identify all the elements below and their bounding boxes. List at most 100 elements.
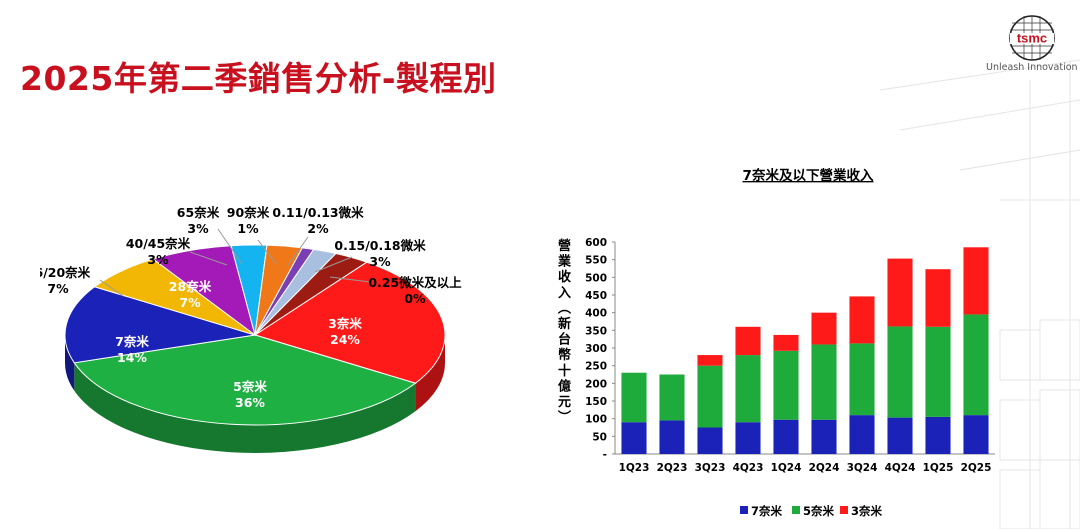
bar-4Q24-5奈米 [887,326,913,418]
bar-1Q24-3奈米 [773,334,799,351]
y-tick-label-3: 150 [585,396,607,408]
y-tick-label-1: 50 [592,431,607,443]
pie-top [64,244,446,426]
pie-label-9: 0.15/0.18微米 [334,238,426,253]
bar-chart-ylabel: 營業收入︵新台幣十億元︶ [557,238,572,426]
pie-pct-4: 7% [179,295,201,310]
legend-swatch-0 [740,506,748,514]
y-tick-label-2: 100 [585,414,607,426]
pie-label-2: 7奈米 [115,334,149,349]
pie-label-4: 28奈米 [169,279,212,294]
legend-swatch-1 [792,506,800,514]
pie-leader-line-10 [329,276,371,283]
bar-2Q23-7奈米 [659,420,685,454]
pie-labels: 3奈米24%5奈米36%7奈米14%16/20奈米7%28奈米7%40/45奈米… [40,205,462,410]
pie-slice-0 [253,261,446,384]
y-tick-label-0: - [603,449,607,461]
bar-2Q25-5奈米 [963,314,989,416]
bar-1Q24-5奈米 [773,350,799,420]
process-revenue-pie-chart: 3奈米24%5奈米36%7奈米14%16/20奈米7%28奈米7%40/45奈米… [40,205,462,454]
tsmc-logo-icon: tsmc [1009,15,1055,61]
bar-2Q24-7奈米 [811,419,837,454]
pie-pct-10: 0% [404,291,426,306]
x-tick-label-4: 1Q24 [771,462,802,474]
brand-tagline: Unleash Innovation [986,62,1078,73]
pie-pct-8: 2% [307,221,329,236]
pie-pct-9: 3% [369,254,391,269]
bar-2Q25-3奈米 [963,247,989,315]
bar-1Q25-5奈米 [925,326,951,417]
pie-pct-7: 1% [237,221,259,236]
pie-side-2 [65,335,75,391]
x-tick-label-0: 1Q23 [619,462,650,474]
pie-leader-line-5 [189,251,228,266]
bar-4Q23-5奈米 [735,355,761,423]
bar-1Q23-7奈米 [621,422,647,454]
legend-label-1: 5奈米 [803,504,835,518]
pie-pct-3: 7% [47,281,69,296]
legend-label-2: 3奈米 [851,504,883,518]
pie-pct-0: 24% [330,332,360,347]
pie-pct-5: 3% [147,252,169,267]
legend-label-0: 7奈米 [751,504,783,518]
bar-1Q23-5奈米 [621,372,647,423]
x-tick-label-3: 4Q23 [733,462,764,474]
bar-1Q25-7奈米 [925,416,951,454]
y-tick-label-6: 300 [585,343,607,355]
y-tick-label-11: 550 [585,255,607,267]
x-tick-label-8: 1Q25 [923,462,954,474]
x-tick-label-2: 3Q23 [695,462,726,474]
bar-3Q23-7奈米 [697,427,723,454]
x-tick-label-1: 2Q23 [657,462,688,474]
x-tick-label-6: 3Q24 [847,462,878,474]
pie-slice-2 [64,286,256,364]
bar-3Q24-7奈米 [849,415,875,454]
pie-pct-1: 36% [235,395,265,410]
bar-2Q25-7奈米 [963,415,989,454]
y-tick-label-7: 350 [585,325,607,337]
pie-label-8: 0.11/0.13微米 [272,205,364,220]
pie-side-walls [65,335,445,454]
pie-label-1: 5奈米 [233,379,267,394]
bar-2Q24-3奈米 [811,312,837,345]
legend-swatch-2 [840,506,848,514]
bar-3Q24-5奈米 [849,343,875,416]
y-tick-label-9: 450 [585,290,607,302]
bar-1Q25-3奈米 [925,269,951,327]
pie-label-3: 16/20奈米 [40,265,91,280]
bar-3Q24-3奈米 [849,296,875,344]
pie-label-6: 65奈米 [177,205,220,220]
pie-slice-1 [73,334,417,426]
bar-3Q23-5奈米 [697,365,723,428]
x-tick-label-9: 2Q25 [961,462,992,474]
pie-side-0 [415,335,445,412]
y-tick-label-4: 200 [585,378,607,390]
pie-leader-line-9 [314,256,353,273]
bar-chart-legend: 7奈米 5奈米 3奈米 [740,504,883,518]
y-tick-label-10: 500 [585,272,607,284]
y-tick-label-5: 250 [585,361,607,373]
pie-leader-line-3 [99,279,124,297]
pie-label-7: 90奈米 [227,205,270,220]
bar-3Q23-3奈米 [697,355,723,366]
x-tick-label-5: 2Q24 [809,462,840,474]
bar-4Q24-7奈米 [887,417,913,454]
pie-pct-6: 3% [187,221,209,236]
bar-4Q24-3奈米 [887,258,913,327]
page-title: 2025年第二季銷售分析-製程別 [20,59,497,98]
pie-leader-line-8 [287,236,309,266]
pie-side-1 [74,362,416,454]
bar-1Q24-7奈米 [773,419,799,454]
x-tick-label-7: 4Q24 [885,462,916,474]
y-tick-label-12: 600 [585,237,607,249]
logo-text: tsmc [1017,31,1047,46]
bar-4Q23-7奈米 [735,422,761,454]
bar-4Q23-3奈米 [735,326,761,356]
y-tick-label-8: 400 [585,308,607,320]
pie-label-10: 0.25微米及以上 [368,275,462,290]
pie-label-0: 3奈米 [328,316,362,331]
pie-leader-line-6 [217,228,243,265]
bar-2Q24-5奈米 [811,344,837,420]
pie-label-5: 40/45奈米 [126,236,191,251]
